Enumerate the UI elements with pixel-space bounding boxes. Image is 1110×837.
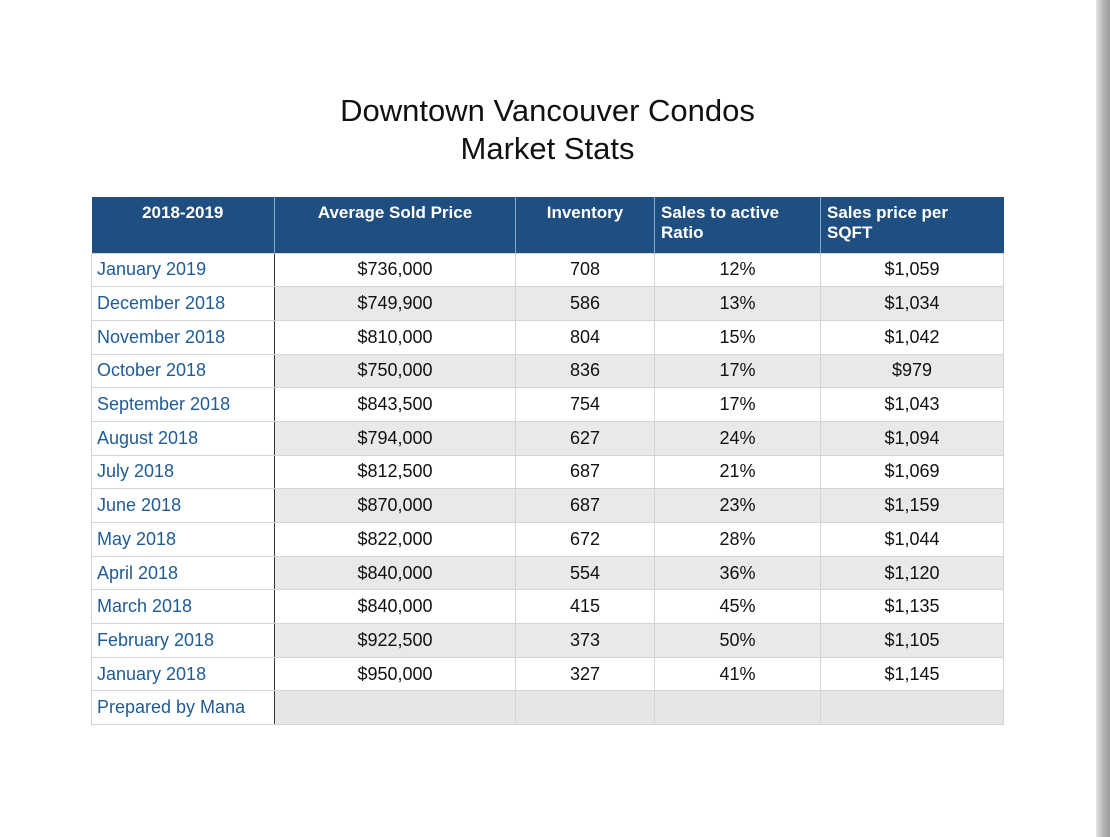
sales-ratio-cell: 36% [654,555,821,591]
document-title: Downtown Vancouver Condos Market Stats [92,92,1003,168]
month-cell: February 2018 [91,623,275,658]
table-row: August 2018 $794,000 627 24% $1,094 [91,420,1004,456]
price-per-sqft-cell: $1,044 [820,522,1004,557]
sales-ratio-cell: 12% [654,252,821,288]
prepared-by-label: Prepared by Mana [91,690,275,726]
month-cell: November 2018 [91,319,275,355]
price-per-sqft-cell: $1,145 [820,656,1004,692]
inventory-cell: 554 [515,555,655,591]
average-sold-price-cell: $749,900 [274,286,516,321]
average-sold-price-cell: $922,500 [274,623,516,658]
month-cell: July 2018 [91,454,275,490]
footer-cell [654,690,821,726]
column-header-sales-to-active-ratio: Sales to active Ratio [654,197,821,253]
inventory-cell: 415 [515,589,655,625]
average-sold-price-cell: $840,000 [274,555,516,591]
average-sold-price-cell: $843,500 [274,387,516,422]
price-per-sqft-cell: $1,069 [820,454,1004,490]
inventory-cell: 804 [515,319,655,355]
inventory-cell: 373 [515,623,655,658]
average-sold-price-cell: $950,000 [274,656,516,692]
price-per-sqft-cell: $1,094 [820,420,1004,456]
table-header-row: 2018-2019 Average Sold Price Inventory S… [91,197,1004,253]
sales-ratio-cell: 45% [654,589,821,625]
month-cell: June 2018 [91,488,275,523]
inventory-cell: 687 [515,488,655,523]
column-header-period: 2018-2019 [91,197,275,253]
price-per-sqft-cell: $1,120 [820,555,1004,591]
sales-ratio-cell: 41% [654,656,821,692]
table-row: April 2018 $840,000 554 36% $1,120 [91,555,1004,591]
sales-ratio-cell: 13% [654,286,821,321]
footer-cell [820,690,1004,726]
title-line-1: Downtown Vancouver Condos [340,93,755,128]
sales-ratio-cell: 24% [654,420,821,456]
column-header-inventory: Inventory [515,197,655,253]
market-stats-table: 2018-2019 Average Sold Price Inventory S… [91,197,1004,726]
inventory-cell: 708 [515,252,655,288]
average-sold-price-cell: $870,000 [274,488,516,523]
price-per-sqft-cell: $1,043 [820,387,1004,422]
inventory-cell: 836 [515,353,655,389]
price-per-sqft-cell: $979 [820,353,1004,389]
table-footer-row: Prepared by Mana [91,690,1004,726]
inventory-cell: 627 [515,420,655,456]
inventory-cell: 586 [515,286,655,321]
table-row: March 2018 $840,000 415 45% $1,135 [91,589,1004,625]
sales-ratio-cell: 17% [654,353,821,389]
table-row: October 2018 $750,000 836 17% $979 [91,353,1004,389]
title-line-2: Market Stats [460,131,635,166]
average-sold-price-cell: $822,000 [274,522,516,557]
page-edge-shadow [1096,0,1110,837]
sales-ratio-cell: 23% [654,488,821,523]
footer-cell [274,690,516,726]
sales-ratio-cell: 50% [654,623,821,658]
sales-ratio-cell: 17% [654,387,821,422]
average-sold-price-cell: $812,500 [274,454,516,490]
inventory-cell: 754 [515,387,655,422]
month-cell: January 2019 [91,252,275,288]
column-header-sales-price-per-sqft: Sales price per SQFT [820,197,1004,253]
price-per-sqft-cell: $1,059 [820,252,1004,288]
table-row: September 2018 $843,500 754 17% $1,043 [91,387,1004,422]
month-cell: May 2018 [91,522,275,557]
average-sold-price-cell: $840,000 [274,589,516,625]
table-row: November 2018 $810,000 804 15% $1,042 [91,319,1004,355]
table-row: December 2018 $749,900 586 13% $1,034 [91,286,1004,321]
price-per-sqft-cell: $1,105 [820,623,1004,658]
inventory-cell: 327 [515,656,655,692]
table-row: July 2018 $812,500 687 21% $1,069 [91,454,1004,490]
table-row: January 2019 $736,000 708 12% $1,059 [91,252,1004,288]
column-header-average-sold-price: Average Sold Price [274,197,516,253]
month-cell: September 2018 [91,387,275,422]
inventory-cell: 687 [515,454,655,490]
price-per-sqft-cell: $1,042 [820,319,1004,355]
table-row: February 2018 $922,500 373 50% $1,105 [91,623,1004,658]
month-cell: December 2018 [91,286,275,321]
inventory-cell: 672 [515,522,655,557]
average-sold-price-cell: $736,000 [274,252,516,288]
month-cell: March 2018 [91,589,275,625]
table-row: May 2018 $822,000 672 28% $1,044 [91,522,1004,557]
average-sold-price-cell: $794,000 [274,420,516,456]
price-per-sqft-cell: $1,034 [820,286,1004,321]
price-per-sqft-cell: $1,159 [820,488,1004,523]
price-per-sqft-cell: $1,135 [820,589,1004,625]
sales-ratio-cell: 21% [654,454,821,490]
average-sold-price-cell: $750,000 [274,353,516,389]
month-cell: January 2018 [91,656,275,692]
month-cell: April 2018 [91,555,275,591]
sales-ratio-cell: 28% [654,522,821,557]
sales-ratio-cell: 15% [654,319,821,355]
month-cell: October 2018 [91,353,275,389]
footer-cell [515,690,655,726]
month-cell: August 2018 [91,420,275,456]
average-sold-price-cell: $810,000 [274,319,516,355]
table-row: January 2018 $950,000 327 41% $1,145 [91,656,1004,692]
table-row: June 2018 $870,000 687 23% $1,159 [91,488,1004,523]
table-body: January 2019 $736,000 708 12% $1,059 December… [91,252,1004,726]
